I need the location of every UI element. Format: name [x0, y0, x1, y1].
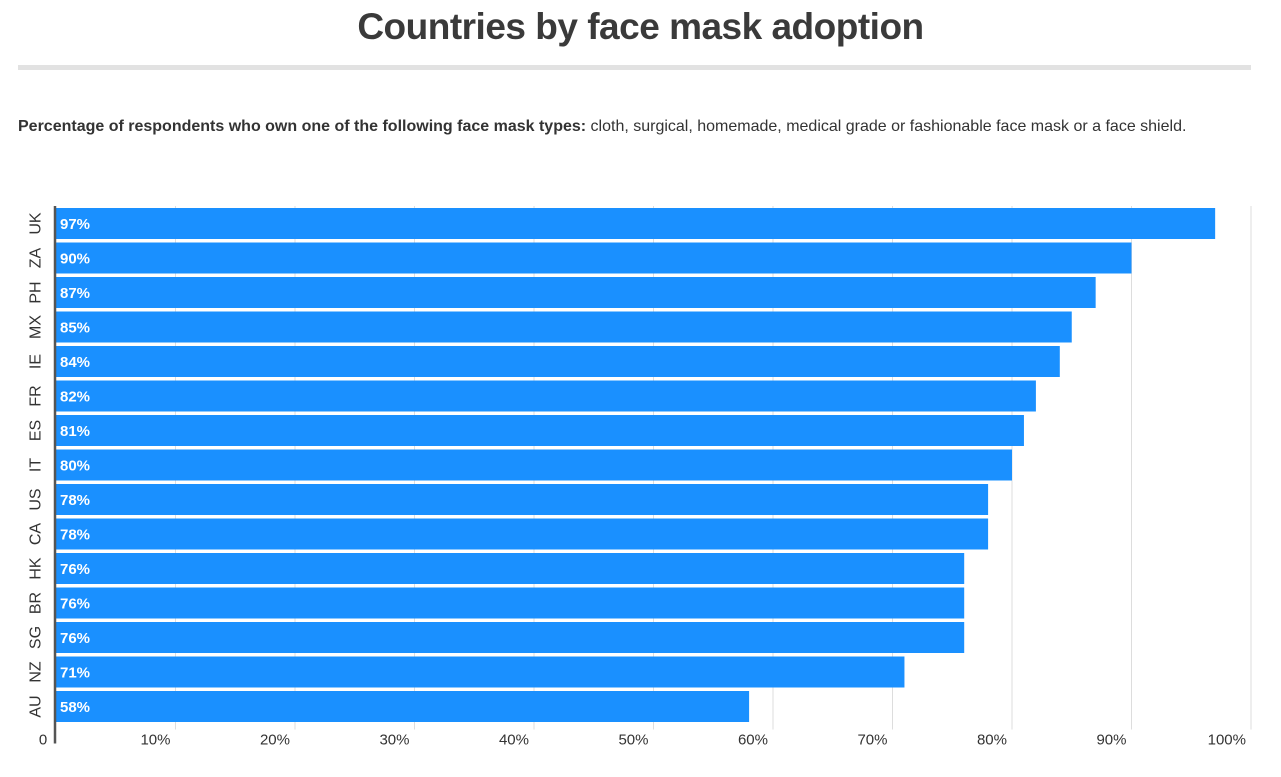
category-label-nz: NZ — [28, 661, 45, 683]
bar-value-label-ie: 84% — [60, 354, 90, 371]
bar-value-label-hk: 76% — [60, 561, 90, 578]
bar-value-label-ca: 78% — [60, 527, 90, 544]
x-tick-label-30: 30% — [379, 732, 409, 749]
x-tick-labels: 0 10% 20% 30% 40% 50% 60% 70% 80% 90% 100% — [39, 732, 1246, 749]
bar-mx — [56, 311, 1072, 343]
bar-value-label-it: 80% — [60, 458, 90, 475]
category-label-uk: UK — [28, 212, 45, 235]
category-label-it: IT — [28, 458, 45, 472]
bar-value-label-au: 58% — [60, 699, 90, 716]
bar-es — [56, 415, 1024, 446]
x-tick-label-80: 80% — [977, 732, 1007, 749]
x-tick-label-0: 0 — [39, 732, 47, 749]
title-divider — [18, 65, 1251, 70]
bar-za — [56, 242, 1132, 274]
bar-br — [56, 587, 965, 619]
bar-it — [56, 449, 1012, 481]
bar-value-label-mx: 85% — [60, 320, 90, 337]
x-tick-label-90: 90% — [1096, 732, 1126, 749]
category-label-za: ZA — [28, 247, 45, 268]
category-label-br: BR — [28, 592, 45, 614]
category-label-au: AU — [28, 695, 45, 717]
category-label-ca: CA — [28, 523, 45, 546]
bar-us — [56, 484, 989, 515]
bar-uk — [56, 208, 1216, 239]
bar-value-labels: 97% 90% 87% 85% 84% 82% 81% 80% 78% 78% 76% 76% 76% 7… — [60, 216, 90, 716]
bar-value-label-za: 90% — [60, 251, 90, 268]
bar-ie — [56, 346, 1060, 377]
category-label-sg: SG — [28, 626, 45, 649]
bar-au — [56, 691, 750, 722]
category-label-fr: FR — [28, 385, 45, 406]
bar-value-label-br: 76% — [60, 596, 90, 613]
bar-value-label-nz: 71% — [60, 665, 90, 682]
category-label-us: US — [28, 488, 45, 510]
bar-ph — [56, 277, 1096, 308]
category-labels: UK ZA PH MX IE FR ES IT US CA HK BR SG NZ AU — [28, 212, 45, 718]
category-label-hk: HK — [28, 557, 45, 580]
subtitle-bold: Percentage of respondents who own one of… — [18, 118, 587, 135]
bar-value-label-ph: 87% — [60, 285, 90, 302]
chart-title: Countries by face mask adoption — [357, 6, 924, 47]
subtitle-rest: cloth, surgical, homemade, medical grade… — [586, 118, 1187, 135]
bar-hk — [56, 553, 965, 584]
x-tick-label-10: 10% — [140, 732, 170, 749]
x-tick-label-40: 40% — [499, 732, 529, 749]
category-label-es: ES — [28, 420, 45, 441]
x-tick-label-60: 60% — [738, 732, 768, 749]
category-label-mx: MX — [28, 315, 45, 339]
bar-sg — [56, 622, 965, 653]
bars — [56, 208, 1216, 722]
bar-value-label-uk: 97% — [60, 216, 90, 233]
bar-value-label-sg: 76% — [60, 630, 90, 647]
bar-ca — [56, 518, 989, 550]
category-label-ie: IE — [28, 354, 45, 369]
bar-fr — [56, 380, 1036, 412]
chart-subtitle: Percentage of respondents who own one of… — [18, 113, 1238, 141]
bar-value-label-us: 78% — [60, 492, 90, 509]
bar-nz — [56, 656, 905, 688]
x-tick-label-50: 50% — [618, 732, 648, 749]
x-tick-label-20: 20% — [260, 732, 290, 749]
category-label-ph: PH — [28, 281, 45, 303]
bar-value-label-es: 81% — [60, 423, 90, 440]
x-tick-label-70: 70% — [857, 732, 887, 749]
x-tick-label-100: 100% — [1208, 732, 1246, 749]
bar-value-label-fr: 82% — [60, 389, 90, 406]
